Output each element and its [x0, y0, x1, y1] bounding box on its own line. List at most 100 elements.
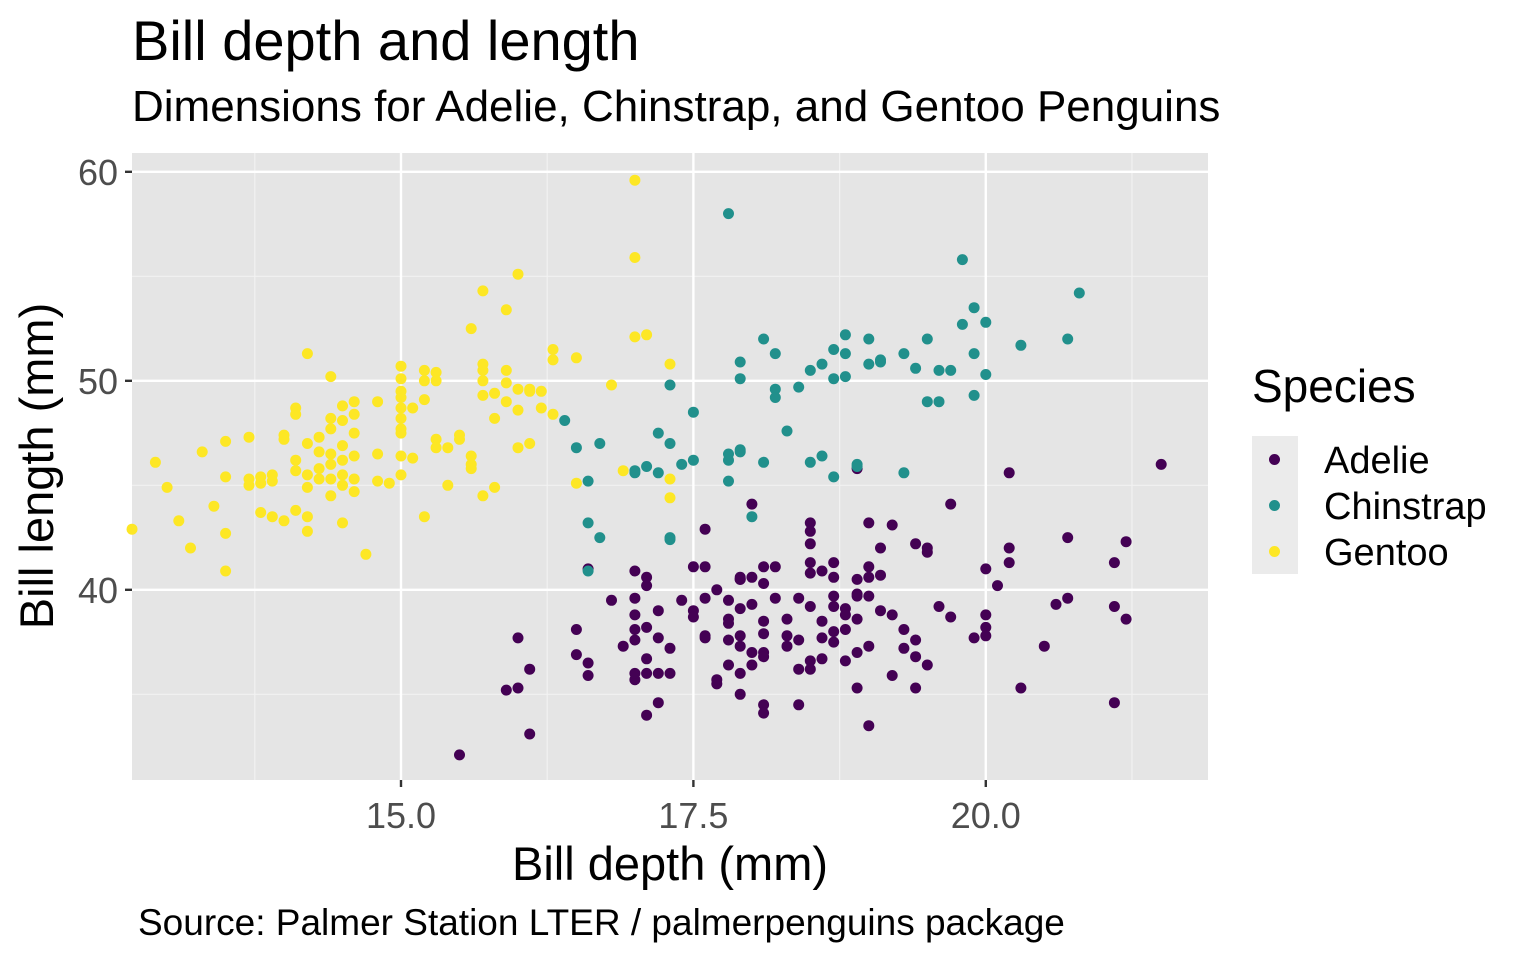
data-point-gentoo — [372, 396, 384, 408]
data-point-gentoo — [337, 400, 348, 412]
data-point-adelie — [512, 682, 524, 694]
data-point-chinstrap — [956, 318, 968, 330]
data-point-gentoo — [418, 511, 430, 523]
data-point-chinstrap — [968, 348, 980, 360]
data-point-gentoo — [126, 523, 138, 535]
chart-title: Bill depth and length — [132, 9, 640, 72]
data-point-chinstrap — [570, 442, 582, 454]
data-point-adelie — [699, 523, 711, 535]
data-point-gentoo — [500, 396, 512, 408]
data-point-gentoo — [161, 481, 173, 493]
data-point-adelie — [793, 699, 805, 711]
chart-subtitle: Dimensions for Adelie, Chinstrap, and Ge… — [132, 82, 1221, 131]
data-point-gentoo — [290, 408, 302, 420]
data-point-adelie — [781, 640, 793, 652]
data-point-gentoo — [325, 448, 337, 460]
data-point-gentoo — [442, 479, 454, 491]
data-point-gentoo — [535, 402, 547, 414]
data-point-gentoo — [372, 448, 384, 460]
data-point-adelie — [980, 563, 992, 575]
x-axis-title: Bill depth (mm) — [512, 837, 828, 890]
data-point-gentoo — [337, 479, 348, 491]
data-point-gentoo — [418, 394, 430, 406]
data-point-chinstrap — [898, 467, 910, 479]
data-point-adelie — [699, 561, 711, 573]
data-point-chinstrap — [676, 458, 688, 470]
data-point-adelie — [992, 580, 1003, 592]
data-point-gentoo — [512, 404, 524, 416]
data-point-gentoo — [395, 450, 407, 462]
data-point-adelie — [804, 663, 816, 675]
legend-label-gentoo: Gentoo — [1324, 532, 1449, 574]
data-point-adelie — [816, 565, 828, 577]
data-point-chinstrap — [839, 348, 851, 360]
data-point-adelie — [851, 613, 863, 625]
data-point-chinstrap — [980, 369, 992, 380]
data-point-adelie — [863, 590, 875, 602]
data-point-gentoo — [301, 469, 313, 481]
data-point-adelie — [570, 624, 582, 635]
data-point-gentoo — [477, 490, 489, 502]
data-point-chinstrap — [921, 396, 933, 408]
data-point-gentoo — [173, 515, 185, 527]
data-point-chinstrap — [723, 454, 734, 466]
data-point-adelie — [723, 617, 734, 629]
data-point-adelie — [687, 611, 699, 623]
data-point-gentoo — [512, 383, 524, 395]
data-point-gentoo — [430, 366, 442, 378]
y-tick-label: 40 — [78, 570, 118, 611]
data-point-adelie — [524, 663, 536, 675]
data-point-gentoo — [664, 492, 676, 504]
data-point-chinstrap — [723, 475, 734, 487]
data-point-chinstrap — [641, 461, 653, 472]
data-point-chinstrap — [664, 438, 676, 449]
data-point-adelie — [687, 561, 699, 573]
data-point-gentoo — [220, 471, 232, 483]
data-point-gentoo — [395, 402, 407, 414]
y-axis-title: Bill length (mm) — [10, 303, 63, 629]
data-point-adelie — [641, 653, 653, 665]
data-point-adelie — [851, 647, 863, 658]
data-point-gentoo — [641, 329, 653, 341]
data-point-gentoo — [418, 364, 430, 376]
data-point-gentoo — [313, 463, 325, 475]
data-point-adelie — [1108, 557, 1120, 569]
data-point-adelie — [804, 525, 816, 537]
data-point-gentoo — [477, 285, 489, 297]
y-tick-label: 60 — [78, 152, 118, 193]
legend-swatch-chinstrap — [1269, 500, 1280, 511]
data-point-adelie — [839, 624, 851, 635]
data-point-chinstrap — [828, 373, 840, 385]
data-point-adelie — [758, 561, 770, 573]
data-point-gentoo — [301, 511, 313, 523]
data-point-gentoo — [337, 415, 348, 426]
data-point-adelie — [793, 634, 805, 646]
data-point-chinstrap — [781, 425, 793, 437]
axes: 15.0 17.5 20.0 40 50 60 — [78, 152, 1021, 836]
data-point-adelie — [875, 569, 886, 581]
data-point-chinstrap — [594, 532, 606, 544]
chart-caption: Source: Palmer Station LTER / palmerpeng… — [138, 902, 1065, 943]
data-point-adelie — [839, 609, 851, 621]
data-point-chinstrap — [816, 358, 828, 370]
data-point-gentoo — [430, 375, 442, 387]
data-point-adelie — [1003, 542, 1015, 554]
data-point-chinstrap — [1062, 333, 1074, 345]
data-point-adelie — [734, 688, 746, 700]
data-point-gentoo — [325, 412, 337, 424]
data-point-chinstrap — [863, 358, 875, 370]
data-point-chinstrap — [898, 348, 910, 360]
data-point-adelie — [816, 632, 828, 644]
data-point-chinstrap — [559, 415, 571, 426]
data-point-gentoo — [465, 323, 477, 335]
data-point-chinstrap — [910, 362, 922, 374]
data-point-gentoo — [547, 408, 559, 420]
data-point-adelie — [723, 634, 734, 646]
data-point-gentoo — [383, 477, 395, 489]
data-point-chinstrap — [875, 354, 886, 366]
data-point-adelie — [804, 517, 816, 529]
data-point-gentoo — [149, 456, 161, 468]
data-point-gentoo — [570, 352, 582, 364]
data-point-adelie — [804, 655, 816, 667]
